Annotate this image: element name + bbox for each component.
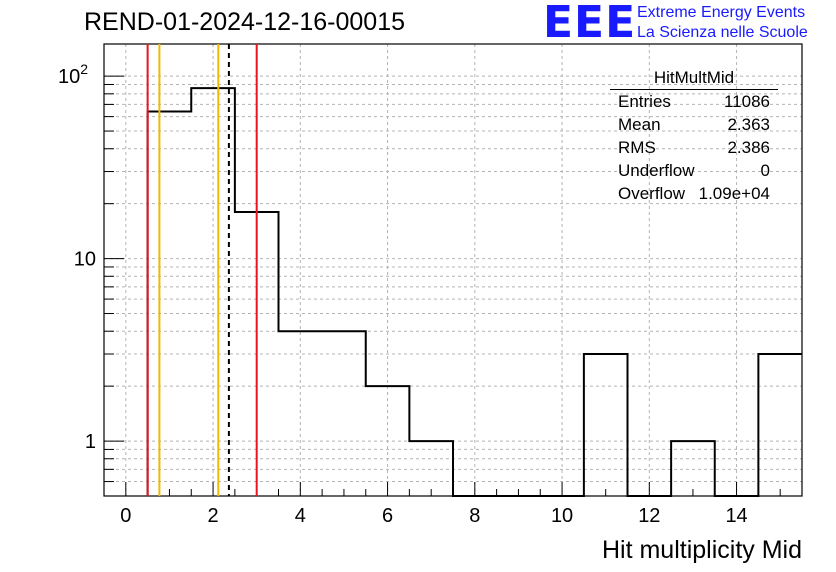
stats-label: RMS xyxy=(618,138,656,157)
stats-label: Entries xyxy=(618,92,671,111)
y-tick-label: 1 xyxy=(85,431,96,453)
stats-box: HitMultMid Entries 11086 Mean 2.363 RMS … xyxy=(610,68,778,205)
x-tick-label: 2 xyxy=(208,505,219,527)
histogram-bin xyxy=(148,111,192,496)
x-tick-label: 10 xyxy=(551,505,573,527)
stats-label: Mean xyxy=(618,115,661,134)
logo-line-1: Extreme Energy Events xyxy=(637,4,806,21)
stats-label: Overflow xyxy=(618,184,686,203)
histogram-bin xyxy=(758,354,802,496)
y-tick-label: 10 xyxy=(74,249,96,271)
x-tick-label: 8 xyxy=(469,505,480,527)
histogram-bin xyxy=(279,331,323,496)
stats-value: 0 xyxy=(760,161,770,180)
stats-value: 2.363 xyxy=(727,115,770,134)
histogram-bin xyxy=(366,386,410,496)
stats-row-underflow: Underflow 0 xyxy=(610,159,778,182)
x-tick-label: 6 xyxy=(382,505,393,527)
stats-row-mean: Mean 2.363 xyxy=(610,113,778,136)
stats-value: 2.386 xyxy=(727,138,770,157)
y-tick-label: 102 xyxy=(58,61,88,88)
x-tick-label: 0 xyxy=(120,505,131,527)
x-tick-label: 12 xyxy=(638,505,660,527)
stats-value: 11086 xyxy=(723,92,770,111)
histogram-bin xyxy=(409,441,453,496)
stats-row-entries: Entries 11086 xyxy=(610,90,778,113)
logo-line-2: La Scienza nelle Scuole xyxy=(637,24,808,41)
eee-logo: EEE xyxy=(543,0,637,48)
x-axis-label: Hit multiplicity Mid xyxy=(601,536,802,564)
histogram-bin xyxy=(584,354,628,496)
stats-label: Underflow xyxy=(618,161,695,180)
stats-row-overflow: Overflow 1.09e+04 xyxy=(610,182,778,205)
stats-row-rms: RMS 2.386 xyxy=(610,136,778,159)
histogram-bin xyxy=(671,441,715,496)
histogram-bin xyxy=(322,331,366,496)
chart-title: REND-01-2024-12-16-00015 xyxy=(84,8,406,36)
stats-value: 1.09e+04 xyxy=(698,184,770,203)
histogram-outline xyxy=(146,87,802,497)
stats-title: HitMultMid xyxy=(610,68,778,90)
x-tick-label: 4 xyxy=(295,505,306,527)
x-tick-label: 14 xyxy=(725,505,747,527)
